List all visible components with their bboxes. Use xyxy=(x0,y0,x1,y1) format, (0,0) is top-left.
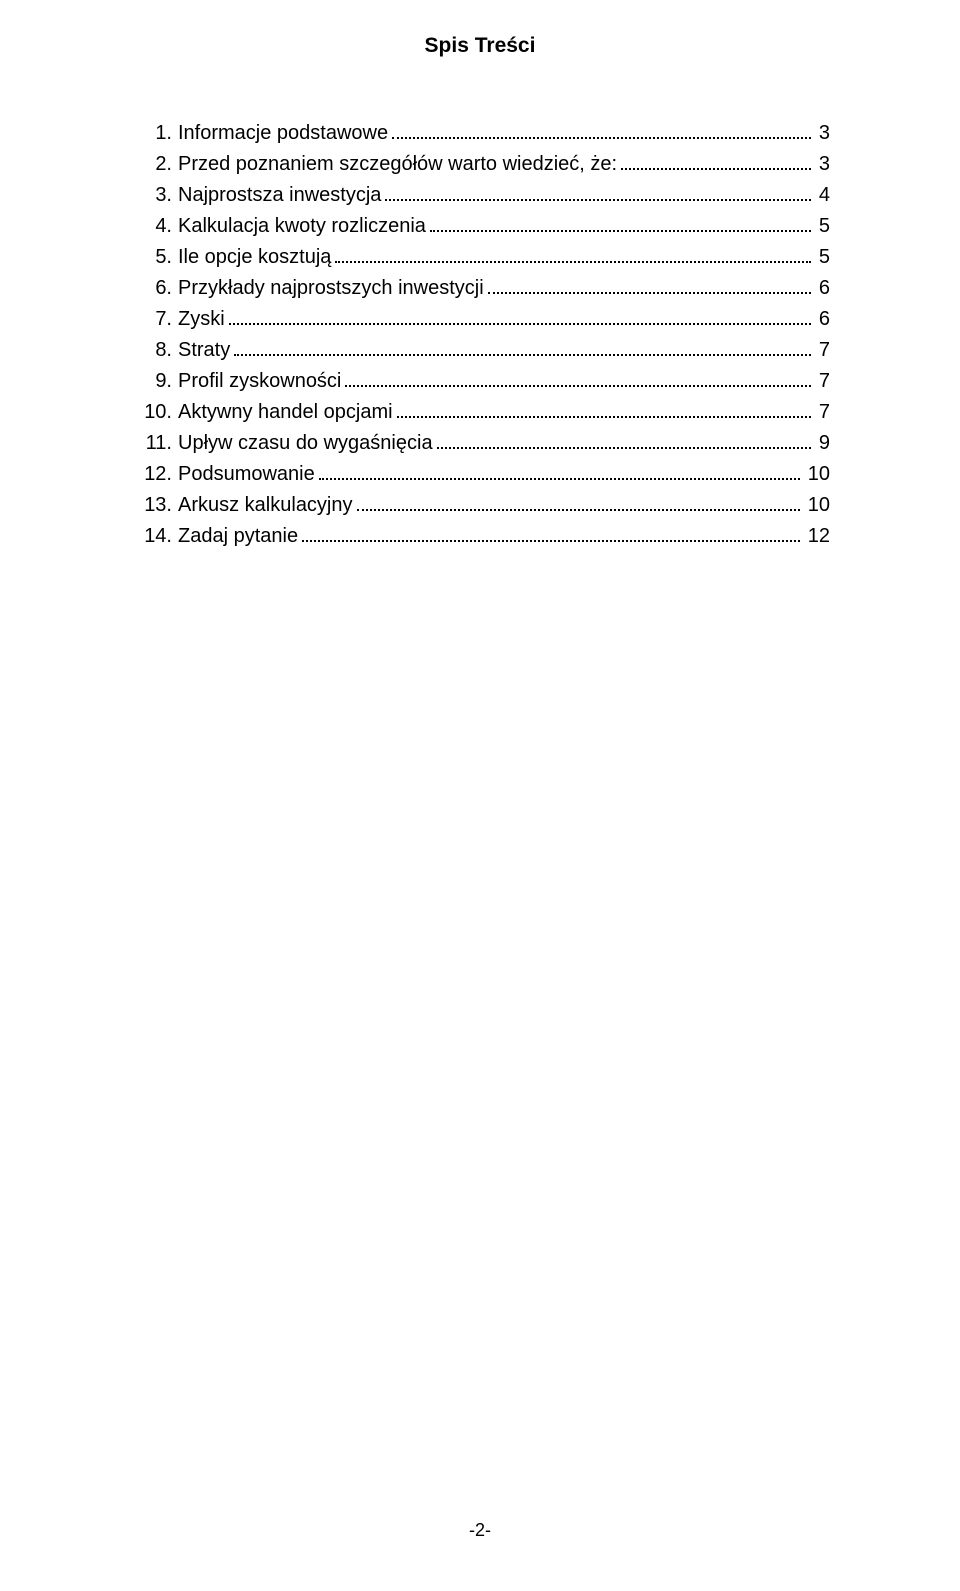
toc-row: 9. Profil zyskowności 7 xyxy=(130,366,830,397)
toc-leader-dots xyxy=(335,253,810,263)
toc-item-number: 12. xyxy=(130,459,178,490)
toc-item-label: Arkusz kalkulacyjny xyxy=(178,490,353,521)
toc-item-number: 4. xyxy=(130,211,178,242)
toc-item-number: 6. xyxy=(130,273,178,304)
toc-leader-dots xyxy=(621,160,811,170)
toc-item-page: 12 xyxy=(804,521,830,552)
toc-row: 14. Zadaj pytanie 12 xyxy=(130,521,830,552)
toc-item-number: 3. xyxy=(130,180,178,211)
toc-row: 3. Najprostsza inwestycja 4 xyxy=(130,180,830,211)
toc-row: 4. Kalkulacja kwoty rozliczenia 5 xyxy=(130,211,830,242)
toc-leader-dots xyxy=(437,439,811,449)
toc-leader-dots xyxy=(385,191,810,201)
toc-item-label: Straty xyxy=(178,335,230,366)
toc-leader-dots xyxy=(234,346,811,356)
toc-item-page: 9 xyxy=(815,428,830,459)
page-number-footer: -2- xyxy=(0,1520,960,1541)
toc-item-number: 14. xyxy=(130,521,178,552)
toc-row: 13. Arkusz kalkulacyjny 10 xyxy=(130,490,830,521)
toc-item-label: Upływ czasu do wygaśnięcia xyxy=(178,428,433,459)
toc-row: 2. Przed poznaniem szczegółów warto wied… xyxy=(130,149,830,180)
toc-item-page: 10 xyxy=(804,490,830,521)
toc-row: 1. Informacje podstawowe 3 xyxy=(130,118,830,149)
toc-item-page: 10 xyxy=(804,459,830,490)
toc-leader-dots xyxy=(357,501,800,511)
page: Spis Treści 1. Informacje podstawowe 3 2… xyxy=(0,0,960,1591)
toc-item-label: Zadaj pytanie xyxy=(178,521,298,552)
toc-row: 5. Ile opcje kosztują 5 xyxy=(130,242,830,273)
toc-item-number: 10. xyxy=(130,397,178,428)
toc-item-page: 5 xyxy=(815,211,830,242)
toc-leader-dots xyxy=(397,408,811,418)
toc-leader-dots xyxy=(345,377,810,387)
toc-item-number: 13. xyxy=(130,490,178,521)
toc-item-label: Przed poznaniem szczegółów warto wiedzie… xyxy=(178,149,617,180)
toc-row: 10. Aktywny handel opcjami 7 xyxy=(130,397,830,428)
toc-item-label: Podsumowanie xyxy=(178,459,315,490)
toc-item-number: 7. xyxy=(130,304,178,335)
toc-item-label: Ile opcje kosztują xyxy=(178,242,331,273)
toc-item-page: 5 xyxy=(815,242,830,273)
toc-leader-dots xyxy=(319,470,800,480)
page-title: Spis Treści xyxy=(130,34,830,58)
toc-item-page: 7 xyxy=(815,335,830,366)
toc-row: 6. Przykłady najprostszych inwestycji 6 xyxy=(130,273,830,304)
toc-item-number: 5. xyxy=(130,242,178,273)
toc-row: 12. Podsumowanie 10 xyxy=(130,459,830,490)
toc-leader-dots xyxy=(229,315,811,325)
toc-item-page: 7 xyxy=(815,397,830,428)
toc-item-label: Przykłady najprostszych inwestycji xyxy=(178,273,484,304)
toc-item-label: Aktywny handel opcjami xyxy=(178,397,393,428)
toc-leader-dots xyxy=(392,129,811,139)
toc-item-number: 1. xyxy=(130,118,178,149)
toc-leader-dots xyxy=(488,284,811,294)
toc-item-page: 3 xyxy=(815,149,830,180)
toc-item-page: 7 xyxy=(815,366,830,397)
table-of-contents: 1. Informacje podstawowe 3 2. Przed pozn… xyxy=(130,118,830,552)
toc-item-number: 9. xyxy=(130,366,178,397)
toc-item-number: 11. xyxy=(130,428,178,459)
toc-item-page: 4 xyxy=(815,180,830,211)
toc-item-number: 8. xyxy=(130,335,178,366)
toc-item-page: 3 xyxy=(815,118,830,149)
toc-row: 11. Upływ czasu do wygaśnięcia 9 xyxy=(130,428,830,459)
toc-leader-dots xyxy=(302,532,800,542)
toc-item-label: Profil zyskowności xyxy=(178,366,341,397)
toc-item-number: 2. xyxy=(130,149,178,180)
toc-item-label: Kalkulacja kwoty rozliczenia xyxy=(178,211,426,242)
toc-item-page: 6 xyxy=(815,304,830,335)
toc-row: 8. Straty 7 xyxy=(130,335,830,366)
toc-row: 7. Zyski 6 xyxy=(130,304,830,335)
toc-item-page: 6 xyxy=(815,273,830,304)
toc-item-label: Zyski xyxy=(178,304,225,335)
toc-item-label: Najprostsza inwestycja xyxy=(178,180,381,211)
toc-leader-dots xyxy=(430,222,811,232)
toc-item-label: Informacje podstawowe xyxy=(178,118,388,149)
